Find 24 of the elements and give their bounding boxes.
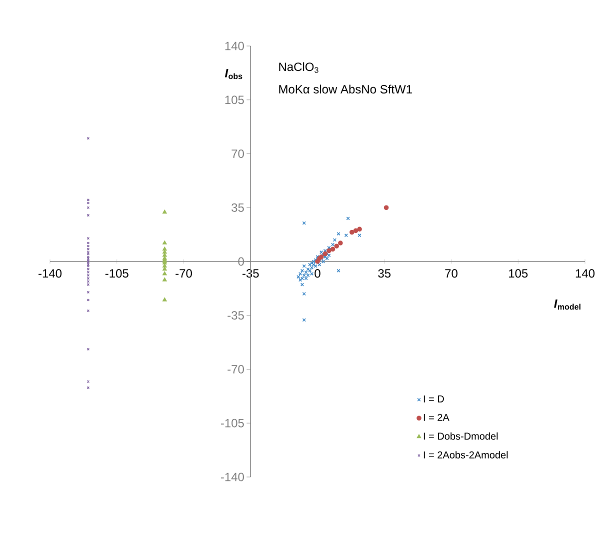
x-tick-label: 105 <box>509 269 528 278</box>
y-tick-label: 140 <box>225 42 244 50</box>
x-tick-label: -140 <box>38 269 62 278</box>
annotation: NaClO$_{3}$ <box>279 62 318 73</box>
y-tick-label: 105 <box>225 96 244 104</box>
x-tick-label: 70 <box>445 269 458 278</box>
x-tick-label: 0 <box>314 269 320 278</box>
y-tick-label: 70 <box>232 150 244 158</box>
y-tick-label: -140 <box>220 472 244 482</box>
y-tick-label: -35 <box>228 311 244 320</box>
legend-label: I = 2Aobs-2Amodel <box>424 451 508 458</box>
y-tick-label: -70 <box>228 364 244 374</box>
legend-label: I = D <box>424 396 444 402</box>
y-tick-label: 35 <box>232 203 244 212</box>
annotation: MoKα slow AbsNo SftW1 <box>279 84 412 94</box>
x-tick-label: -105 <box>105 269 128 278</box>
legend-label: I = 2A <box>424 414 450 421</box>
x-tick-label: 35 <box>378 269 391 278</box>
x-tick-label: -70 <box>176 269 192 278</box>
legend-label: I = Dobs-Dmodel <box>424 432 498 440</box>
y-axis-title: I$_{obs}$ <box>224 68 242 80</box>
y-tick-label: -105 <box>220 418 244 428</box>
x-tick-label: 140 <box>576 269 595 278</box>
x-axis-title: I$_{model}$ <box>554 300 580 310</box>
